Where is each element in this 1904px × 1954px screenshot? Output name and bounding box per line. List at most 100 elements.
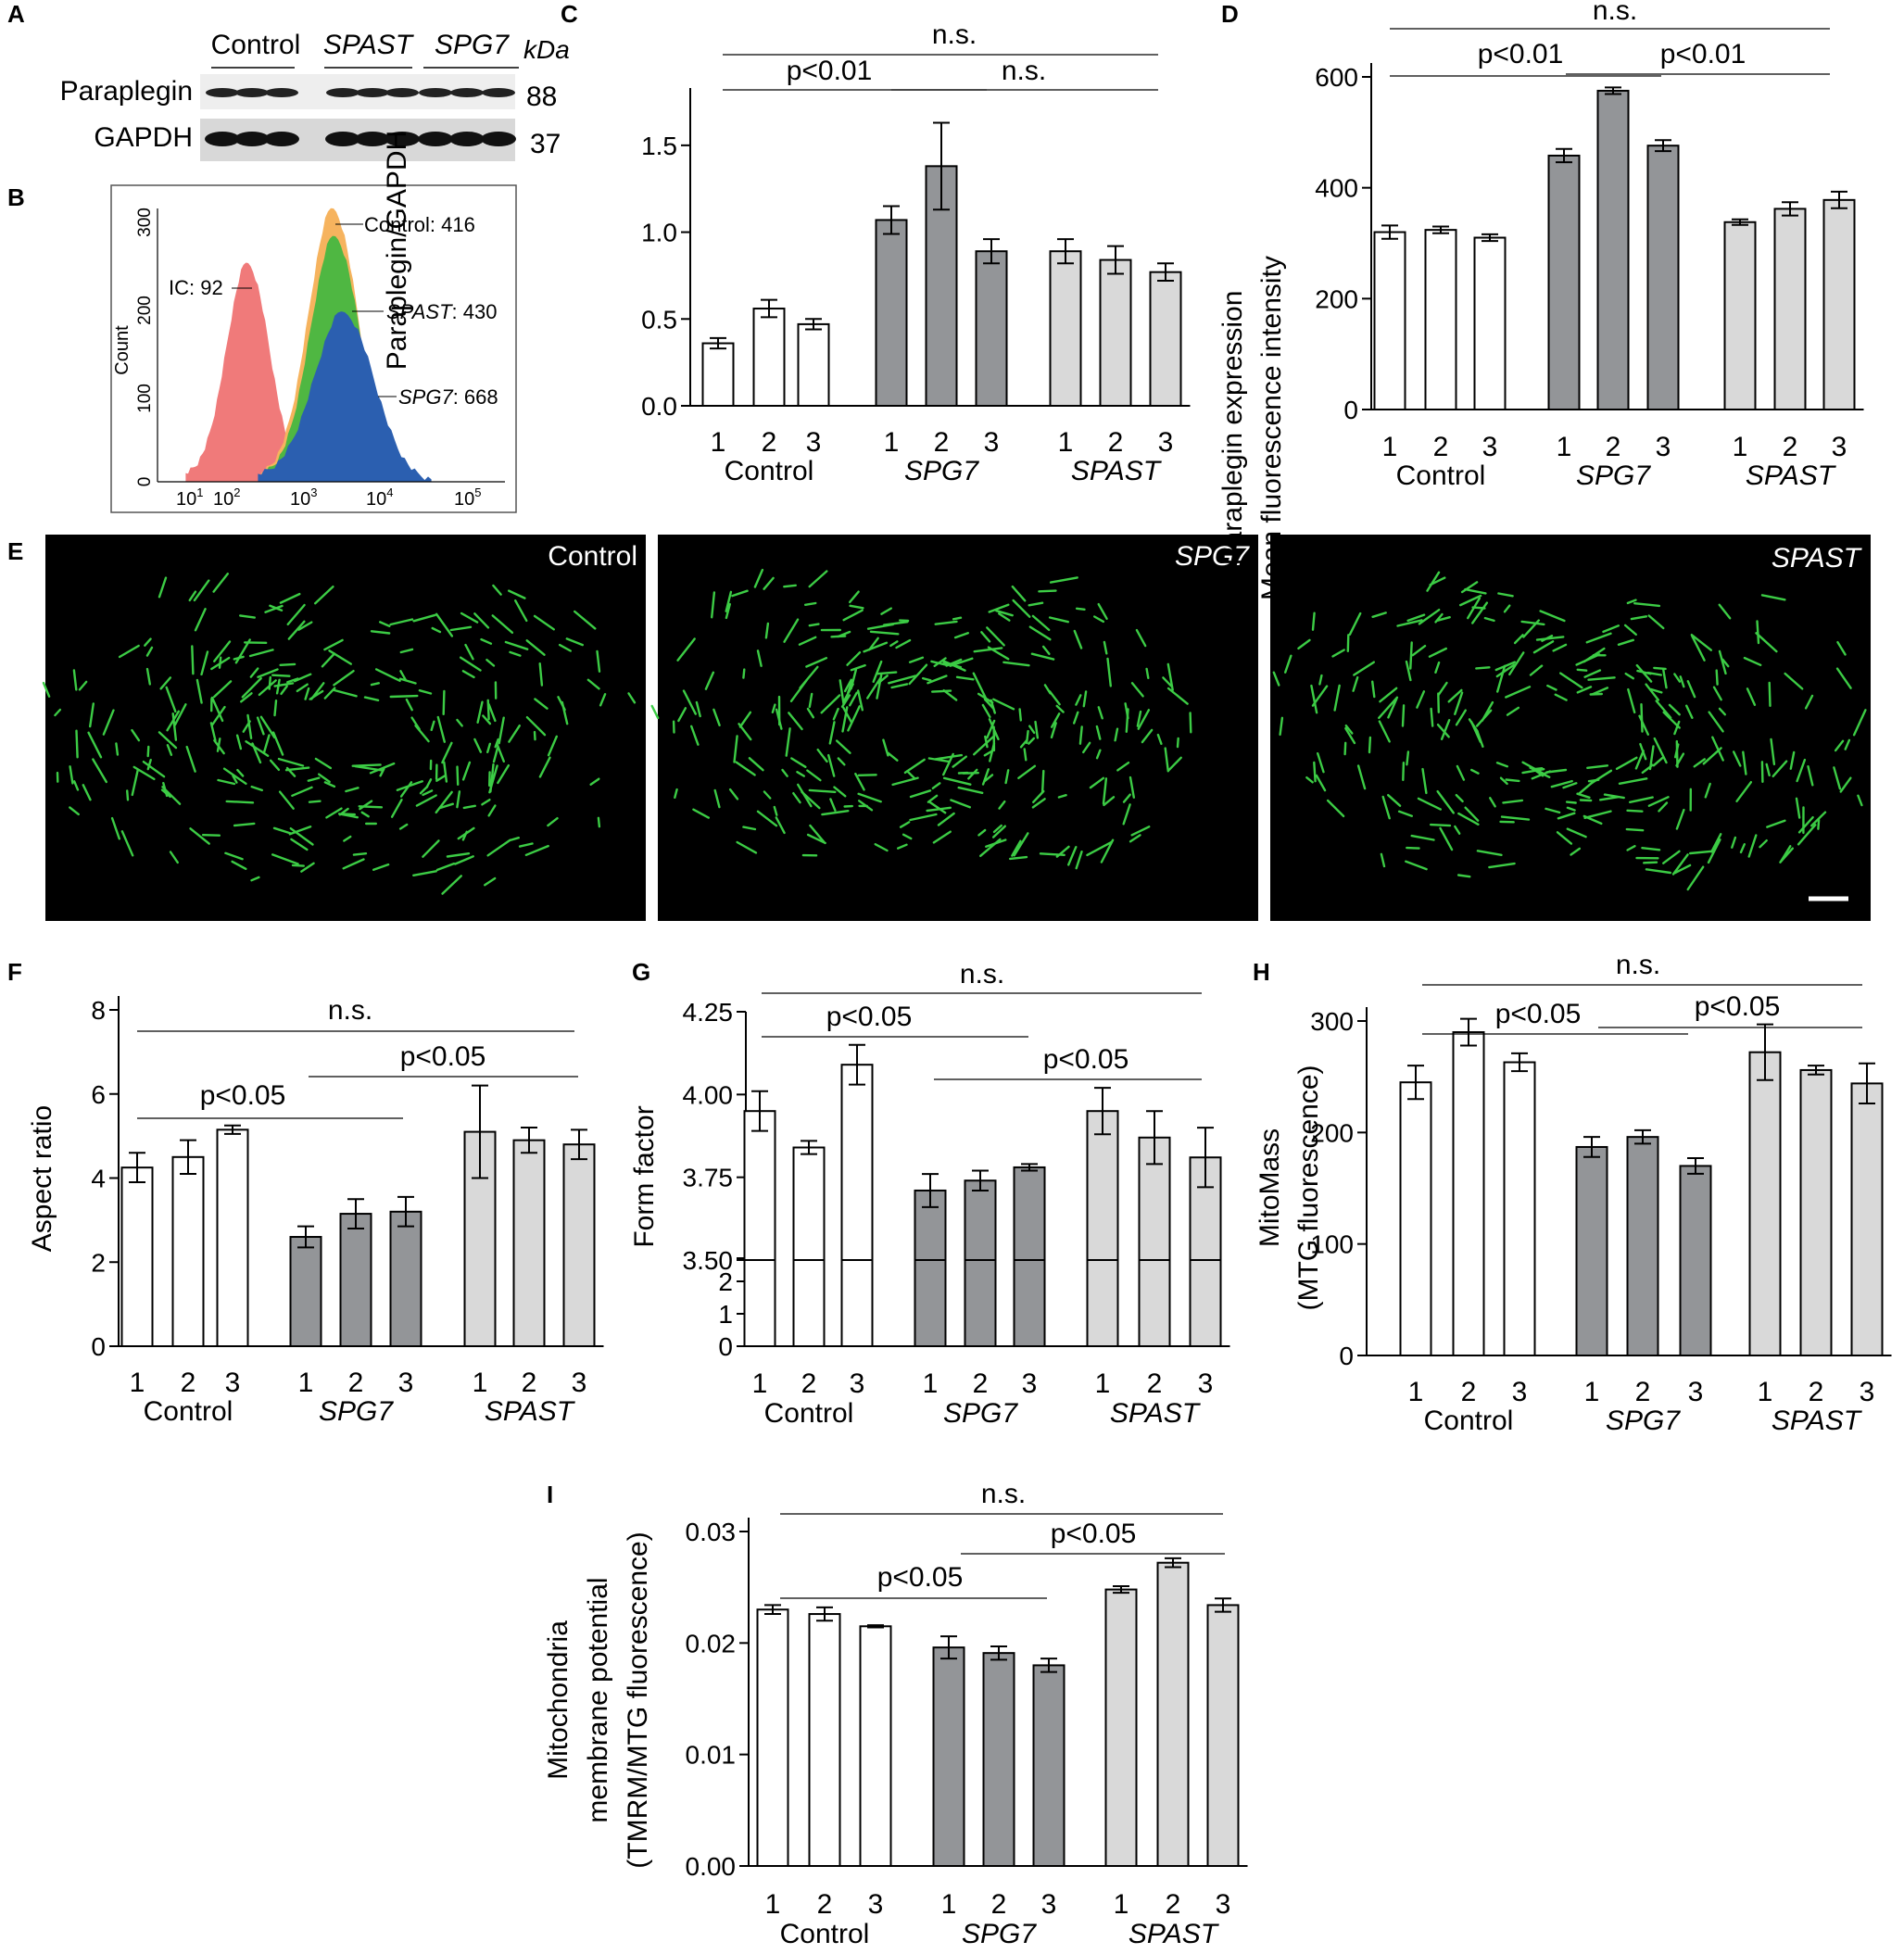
mitochondrion [1576,686,1593,694]
mitochondrion [1081,741,1091,754]
mitochondrion [1464,806,1480,822]
bar [1013,1166,1046,1261]
mitochondrion [1471,606,1486,610]
mitochondrion [288,826,312,836]
mitochondrion [360,811,370,818]
mitochondrion [785,727,791,757]
mitochondrion [396,780,423,791]
mitochondrion [868,637,879,651]
mitochondrion [763,576,775,590]
mitochondrion [1583,810,1612,819]
mitochondrion [343,835,352,842]
mitochondrion [1558,672,1583,689]
mitochondrion [1097,706,1103,720]
mitochondrion [422,789,434,797]
mitochondrion [1136,710,1142,727]
panel-letter-f: F [7,958,22,986]
y-tick-label: 0 [1343,396,1358,424]
mitochondrion [212,573,230,593]
mitochondrion [1456,874,1471,878]
mitochondrion [1156,733,1163,745]
micrograph-label-spg7: SPG7 [1175,541,1250,572]
mitochondrion [788,712,803,731]
mitochondrion [1436,724,1450,738]
mitochondrion [1406,846,1420,850]
band-gapdh [264,132,299,146]
mitochondrion [431,626,442,634]
mitochondrion [882,738,889,757]
mitochondrion [972,734,996,756]
mitochondrion [1634,750,1645,770]
mitochondrion [1638,714,1650,736]
mitochondrion [1661,850,1681,864]
mitochondrion [146,759,152,771]
mitochondrion [307,776,321,782]
significance-label: p<0.05 [200,1080,286,1111]
mitochondrion [1591,687,1609,696]
bar [1032,1664,1065,1868]
mitochondrion [1566,806,1576,812]
bar [1452,1031,1485,1356]
mitochondrion [1458,594,1482,607]
mitochondrion [1586,764,1609,769]
mitochondrion [462,804,476,810]
mitochondrion [210,705,226,726]
x-tick-label: 1 [298,1368,314,1398]
mitochondrion [1647,796,1670,807]
mitochondrion [142,761,166,778]
mitochondrion [389,694,419,699]
mitochondrion [1743,656,1762,666]
flow-y-tick: 200 [135,296,155,325]
bar [120,1166,154,1347]
mitochondrion [1690,634,1713,651]
mitochondrion [764,622,770,639]
mitochondrion [269,759,281,771]
significance-label: p<0.05 [1051,1519,1137,1549]
mitochondrion [160,788,171,798]
mitochondrion [271,674,291,677]
panel-letters: A B C D E F G H I [7,0,1270,1508]
mitochondrion [945,658,963,667]
mitochondrion [1552,643,1568,652]
mitochondrion [1040,769,1045,793]
mitochondrion [842,609,864,622]
x-tick-label: 3 [1512,1377,1528,1407]
mitochondrion [806,707,814,719]
mitochondrion [1455,709,1468,726]
mitochondrion [1018,708,1023,722]
mitochondrion [1673,720,1681,736]
mitochondrion [1475,666,1491,670]
mitochondrion [1122,793,1131,803]
mitochondrion [1834,739,1845,752]
x-tick-label: 3 [1860,1377,1875,1407]
mitochondrion [296,683,309,693]
mitochondrion [333,670,355,687]
x-tick-label: 1 [1095,1368,1111,1399]
y-tick-label: 0 [718,1332,733,1361]
mitochondrion [1401,704,1406,727]
mitochondrion [379,767,385,777]
mitochondrion [1817,818,1821,830]
mitochondrion [418,689,433,695]
mitochondrion [321,652,336,668]
bar [1399,1081,1432,1357]
bar [875,219,908,407]
mitochondrion [1057,794,1067,799]
mitochondrion [78,680,88,691]
mitochondrion [487,703,497,723]
x-tick-label: 2 [1461,1377,1477,1407]
mitochondrion [165,686,177,713]
y-tick-label: 1 [718,1300,733,1329]
mitochondrion [1411,645,1427,657]
flow-label-spg7: SPG7: 668 [398,385,498,409]
bar [914,1257,947,1347]
mitochondrion [82,784,92,801]
y-tick-label: 4.00 [683,1080,734,1109]
mitochondrion [1370,680,1376,699]
mitochondrion [1550,779,1573,788]
mitochondrion [763,790,772,800]
mitochondrion [1041,645,1051,655]
mitochondrion [846,651,862,666]
mitochondrion [854,773,865,791]
mitochondrion [805,657,828,668]
